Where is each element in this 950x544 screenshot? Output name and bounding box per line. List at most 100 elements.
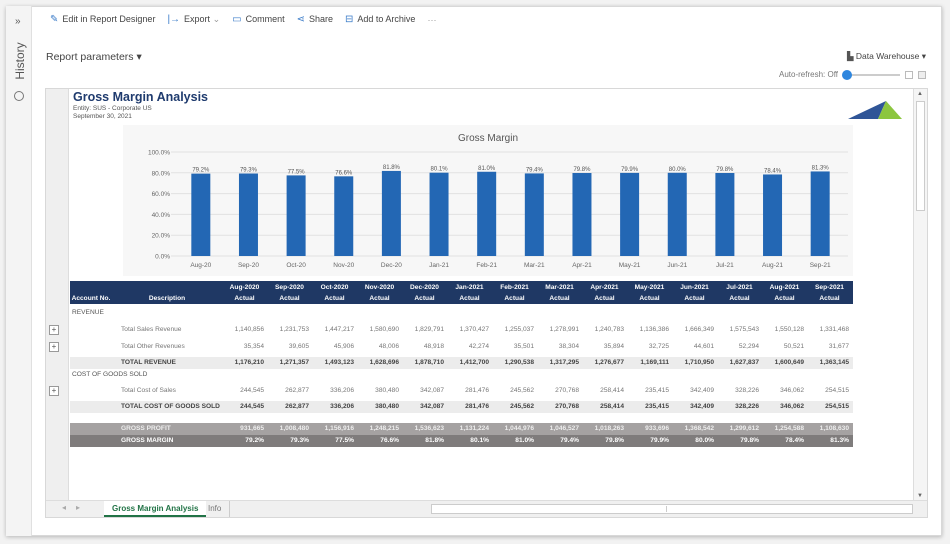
vertical-scrollbar[interactable]: ▲ ▼ [913, 89, 927, 501]
cell-value: 270,768 [555, 403, 579, 410]
more-button[interactable]: ··· [427, 14, 437, 25]
row-label: COST OF GOODS SOLD [72, 371, 148, 378]
cell-value: 336,206 [330, 403, 354, 410]
month-header: Oct-2020 [320, 284, 349, 291]
cell-value: 1,140,856 [234, 326, 264, 333]
cell-value: 1,550,128 [774, 326, 804, 333]
bar [810, 171, 830, 256]
data-label: 76.6% [335, 170, 353, 176]
toolbar: ✎ Edit in Report Designer |→ Export ⌄ ▭ Com… [50, 14, 436, 25]
bar [286, 175, 306, 256]
cell-value: 380,480 [375, 387, 399, 394]
bar [477, 171, 497, 256]
report-parameters-dropdown[interactable]: Report parameters ▾ [46, 51, 142, 63]
data-label: 81.8% [383, 165, 401, 171]
data-label: 79.3% [240, 168, 258, 174]
cell-value: 380,480 [375, 403, 399, 410]
prev-sheet-icon[interactable]: ◂ [62, 503, 67, 512]
expand-row-button[interactable]: + [49, 386, 59, 396]
cell-value: 1,666,349 [684, 326, 714, 333]
cell-value: 1,412,700 [459, 359, 489, 366]
row-label: TOTAL COST OF GOODS SOLD [121, 403, 220, 410]
cell-value: 281,476 [465, 403, 489, 410]
report-title: Gross Margin Analysis [73, 90, 208, 104]
cell-value: 346,062 [780, 403, 804, 410]
data-label: 81.3% [812, 165, 830, 171]
expand-row-button[interactable]: + [49, 325, 59, 335]
cell-value: 1,575,543 [729, 326, 759, 333]
cell-value: 931,665 [240, 425, 264, 432]
cell-value: 1,276,677 [594, 359, 624, 366]
x-tick-label: Jul-21 [716, 262, 734, 269]
cell-value: 31,677 [828, 343, 849, 350]
bar [429, 172, 449, 256]
cell-value: 1,108,630 [819, 425, 849, 432]
scroll-down-icon[interactable]: ▼ [917, 493, 923, 499]
x-tick-label: Sep-21 [810, 262, 831, 269]
tab-info[interactable]: Info [200, 501, 231, 517]
export-icon: |→ [167, 14, 181, 25]
cell-value: 78.4% [785, 437, 804, 444]
cell-value: 32,725 [648, 343, 669, 350]
bar [715, 173, 735, 256]
bar [667, 172, 687, 256]
scroll-up-icon[interactable]: ▲ [917, 91, 923, 97]
x-tick-label: Feb-21 [476, 262, 497, 269]
cell-value: 1,370,427 [459, 326, 489, 333]
cell-value: 1,368,542 [684, 425, 714, 432]
history-label[interactable]: History [13, 42, 27, 80]
cell-value: 35,894 [603, 343, 624, 350]
cell-value: 79.8% [605, 437, 624, 444]
cell-value: 258,414 [600, 403, 624, 410]
export-button[interactable]: |→ Export ⌄ [167, 14, 221, 25]
cell-value: 244,545 [240, 387, 264, 394]
grid-icon[interactable] [918, 71, 926, 79]
month-header: Jan-2021 [455, 284, 484, 291]
x-tick-label: Oct-20 [286, 262, 306, 269]
edit-report-designer-button[interactable]: ✎ Edit in Report Designer [50, 14, 156, 25]
cell-value: 1,169,111 [640, 359, 669, 366]
popout-icon[interactable] [905, 71, 913, 79]
row-label: GROSS MARGIN [121, 437, 174, 444]
bar [524, 173, 544, 256]
y-tick-label: 40.0% [152, 212, 171, 219]
cell-value: 1,317,295 [549, 359, 579, 366]
sheet-tab-bar: ◂ ▸ Gross Margin Analysis Info [46, 500, 927, 517]
y-tick-label: 80.0% [152, 170, 171, 177]
scenario-header: Actual [234, 295, 255, 302]
data-source-dropdown[interactable]: ▙ Data Warehouse ▾ [846, 51, 926, 61]
cell-value: 328,226 [735, 387, 759, 394]
add-to-archive-button[interactable]: ⊟ Add to Archive [345, 14, 416, 25]
scenario-header: Actual [459, 295, 480, 302]
cell-value: 79.9% [650, 437, 669, 444]
cell-value: 1,254,588 [774, 425, 804, 432]
cell-value: 48,006 [378, 343, 399, 350]
cell-value: 244,545 [240, 403, 264, 410]
month-header: Apr-2021 [590, 284, 619, 291]
scenario-header: Actual [774, 295, 795, 302]
expand-row-button[interactable]: + [49, 342, 59, 352]
table-row: COST OF GOODS SOLD [70, 369, 853, 381]
cell-value: 1,046,527 [549, 425, 579, 432]
expand-sidebar-icon[interactable]: » [15, 16, 21, 27]
cell-value: 1,628,696 [369, 359, 399, 366]
scenario-header: Actual [549, 295, 570, 302]
data-label: 79.8% [716, 167, 734, 173]
next-sheet-icon[interactable]: ▸ [76, 503, 81, 512]
horizontal-scrollbar[interactable] [431, 504, 913, 514]
cell-value: 1,290,538 [504, 359, 534, 366]
comment-button[interactable]: ▭ Comment [232, 14, 285, 25]
data-label: 79.2% [192, 168, 210, 174]
cell-value: 342,087 [420, 403, 444, 410]
x-tick-label: Mar-21 [524, 262, 545, 269]
share-button[interactable]: ⋖ Share [296, 14, 334, 25]
auto-refresh-toggle[interactable] [842, 70, 900, 80]
tab-gross-margin-analysis[interactable]: Gross Margin Analysis [104, 501, 207, 517]
report-date: September 30, 2021 [73, 113, 132, 120]
cell-value: 1,363,145 [819, 359, 849, 366]
cell-value: 245,562 [510, 387, 534, 394]
cell-value: 76.6% [380, 437, 399, 444]
pencil-icon: ✎ [50, 14, 59, 25]
table-row: Total Cost of Sales 244,545 262,877 336,206… [70, 385, 853, 397]
cell-value: 336,206 [330, 387, 354, 394]
